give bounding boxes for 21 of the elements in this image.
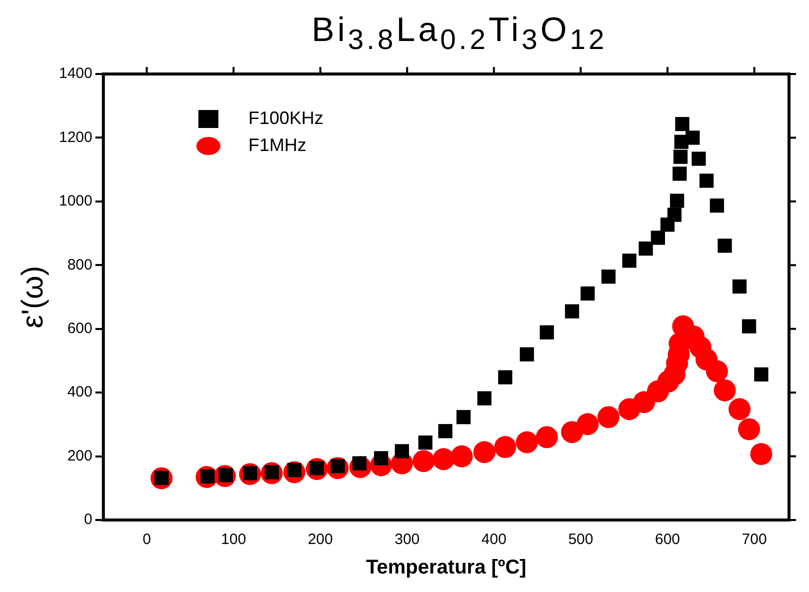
chart-title: Bi$_{3.8}$La$_{0.2}$Ti$_{3}$O$_{12}$ (310, 10, 608, 58)
x-tick-label: 0 (142, 531, 151, 548)
x-tick-label: 300 (394, 531, 420, 548)
y-tick-label: 1200 (58, 128, 92, 146)
x-tick-label: 200 (308, 531, 333, 548)
legend-label: F100KHz (248, 108, 324, 128)
x-tick-label: 100 (221, 531, 246, 548)
x-tick-label: 700 (742, 531, 767, 548)
y-tick-label: 0 (84, 511, 92, 528)
y-tick-label: 800 (67, 256, 92, 274)
y-tick-label: 200 (67, 447, 92, 464)
x-tick-label: 600 (654, 531, 680, 548)
y-axis-title: ε'(ω) (16, 266, 50, 328)
y-tick-label: 600 (67, 320, 92, 337)
x-axis-title: Temperatura [ºC] (366, 556, 526, 579)
y-tick-label: 1400 (58, 65, 92, 82)
x-tick-label: 500 (568, 531, 594, 548)
x-tick-label: 400 (481, 531, 506, 548)
y-tick-label: 400 (67, 384, 92, 401)
y-tick-label: 1000 (58, 192, 92, 210)
legend-label: F1MHz (248, 134, 306, 155)
